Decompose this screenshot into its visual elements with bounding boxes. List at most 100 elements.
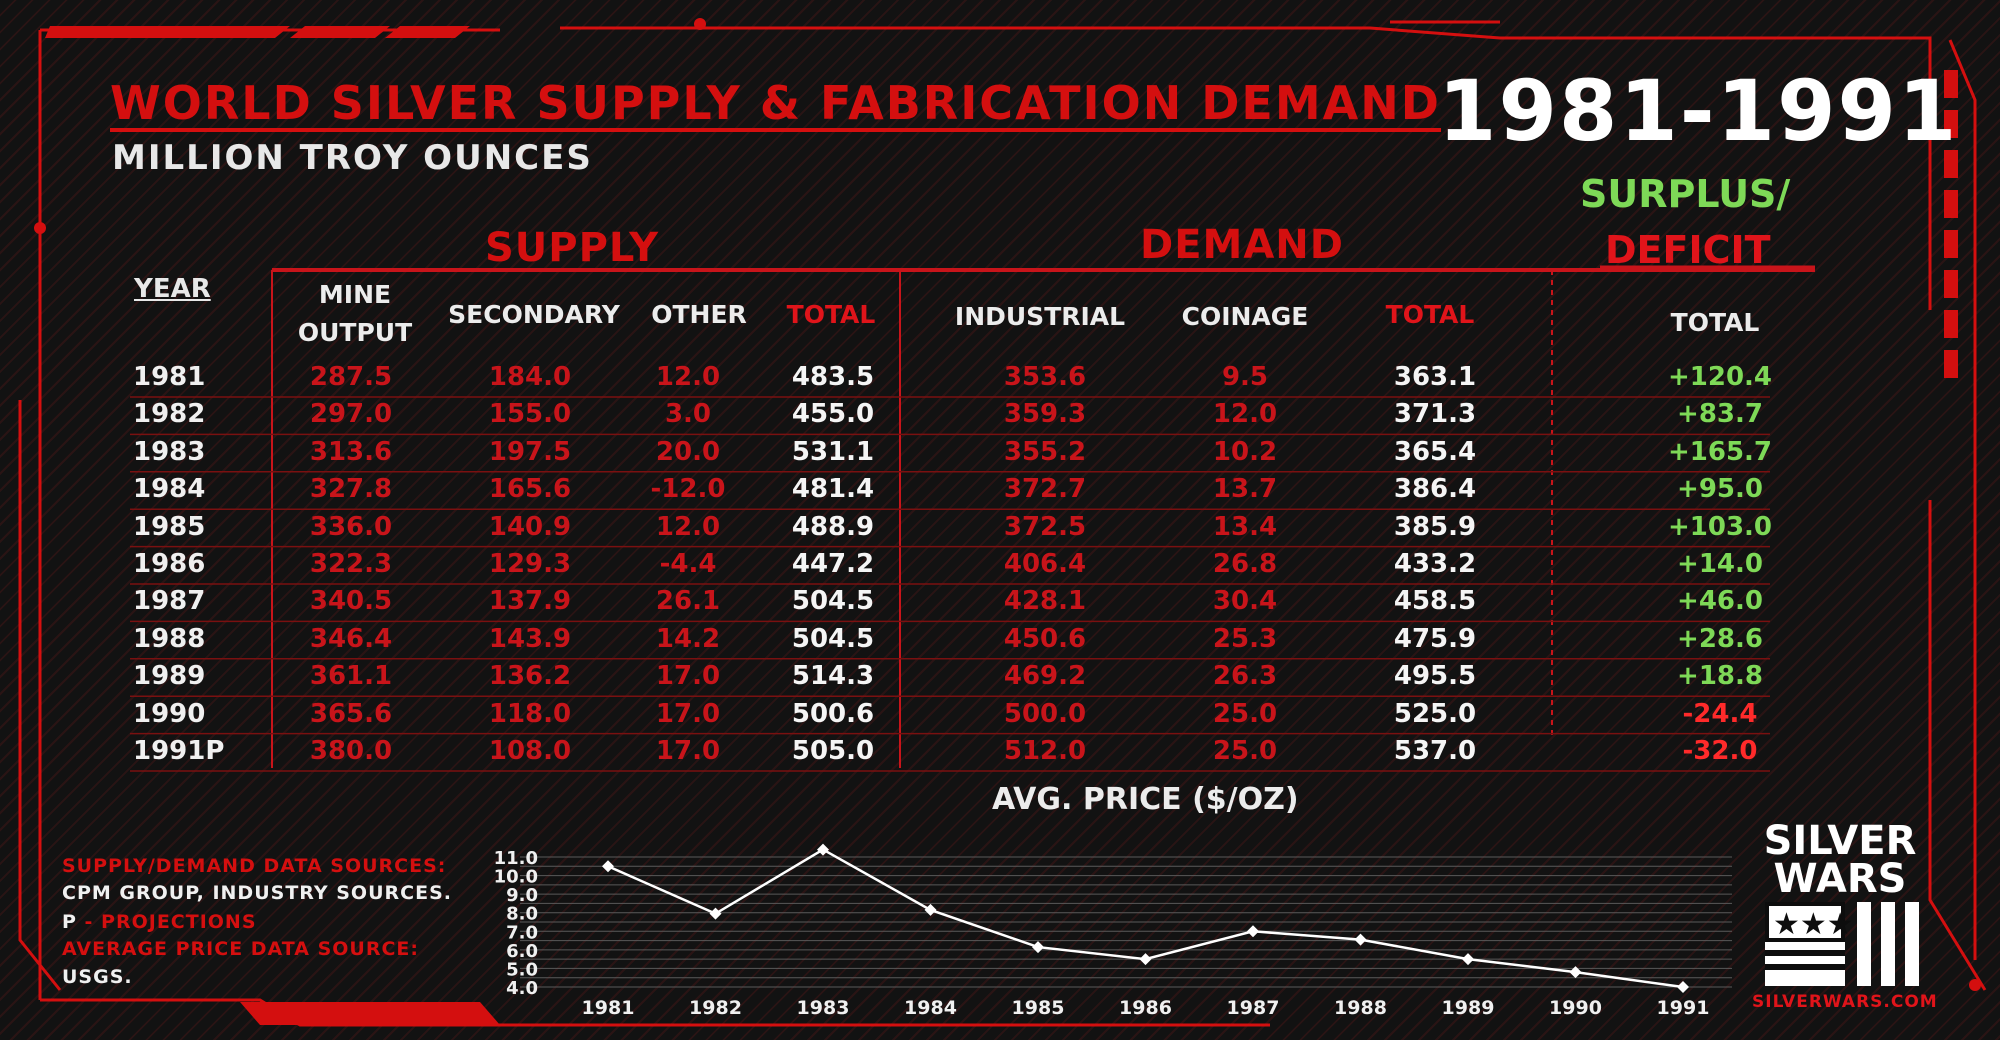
cell-industrial: 359.3 [1003, 399, 1087, 430]
cell-mine: 313.6 [309, 436, 393, 467]
price-point [1569, 966, 1582, 979]
chart-grid [520, 856, 1732, 988]
cell-coinage: 25.3 [1212, 623, 1278, 654]
cell-secondary: 108.0 [488, 736, 572, 766]
y-tick-label: 6.0 [506, 941, 538, 962]
cell-supply-total: 505.0 [791, 736, 875, 766]
x-tick-label: 1987 [1227, 997, 1280, 1019]
cell-coinage: 25.0 [1212, 698, 1278, 729]
cell-demand-total: 525.0 [1393, 698, 1477, 729]
cell-mine: 287.5 [309, 362, 393, 392]
cell-year: 1989 [133, 661, 206, 692]
cell-industrial: 406.4 [1003, 549, 1087, 579]
mine-header-line1: MINE [318, 280, 392, 309]
page-subtitle: MILLION TROY OUNCES [112, 138, 593, 178]
cell-balance: +95.0 [1677, 474, 1763, 505]
mine-header-line2: OUTPUT [297, 318, 413, 347]
cell-demand-total: 433.2 [1393, 549, 1477, 579]
cell-supply-total: 483.5 [791, 362, 875, 392]
cell-other: 17.0 [655, 736, 721, 766]
logo-line2: WARS [1773, 856, 1907, 902]
cell-industrial: 428.1 [1003, 586, 1087, 617]
cell-balance: +83.7 [1677, 399, 1763, 430]
surplus-label: SURPLUS/ [1580, 172, 1791, 216]
cell-demand-total: 458.5 [1393, 586, 1477, 617]
cell-coinage: 10.2 [1212, 436, 1278, 467]
price-point [1032, 941, 1044, 954]
cell-secondary: 137.9 [488, 586, 572, 617]
cell-balance: -32.0 [1682, 736, 1758, 766]
deficit-label: DEFICIT [1605, 228, 1771, 272]
price-point [1139, 953, 1152, 966]
cell-secondary: 155.0 [488, 399, 572, 430]
cell-year: 1981 [133, 362, 206, 392]
price-point [709, 907, 722, 920]
cell-supply-total: 455.0 [791, 399, 875, 430]
x-tick-label: 1982 [689, 997, 742, 1019]
cell-demand-total: 365.4 [1393, 436, 1477, 467]
y-tick-label: 8.0 [506, 904, 538, 925]
cell-supply-total: 488.9 [791, 511, 875, 542]
cell-secondary: 136.2 [488, 661, 572, 692]
projection-letter: P [62, 911, 77, 933]
cell-supply-total: 504.5 [791, 623, 875, 654]
cell-other: 14.2 [655, 623, 721, 654]
cell-coinage: 30.4 [1212, 586, 1278, 617]
cell-industrial: 372.7 [1003, 474, 1087, 505]
cell-balance: +28.6 [1677, 623, 1763, 654]
y-tick-label: 11.0 [494, 848, 538, 869]
cell-mine: 322.3 [309, 549, 393, 579]
balance-total-column-header: TOTAL [1670, 308, 1760, 337]
price-source-heading: AVERAGE PRICE DATA SOURCE: [62, 938, 420, 960]
cell-demand-total: 495.5 [1393, 661, 1477, 692]
sources-list: CPM GROUP, INDUSTRY SOURCES. [62, 882, 452, 904]
cell-supply-total: 481.4 [791, 474, 875, 505]
year-column-header: YEAR [134, 274, 211, 304]
y-tick-label: 4.0 [506, 978, 538, 999]
cell-supply-total: 514.3 [791, 661, 875, 692]
cell-balance: +103.0 [1667, 511, 1773, 542]
year-range: 1981-1991 [1438, 62, 1959, 160]
cell-year: 1988 [133, 623, 206, 654]
x-tick-label: 1991 [1657, 997, 1710, 1019]
cell-demand-total: 537.0 [1393, 736, 1477, 766]
cell-year: 1982 [133, 399, 206, 430]
cell-supply-total: 447.2 [791, 549, 875, 579]
price-series-line [607, 848, 1684, 989]
cell-secondary: 184.0 [488, 362, 572, 392]
y-tick-label: 7.0 [506, 922, 538, 943]
cell-year: 1985 [133, 511, 206, 542]
cell-coinage: 13.7 [1212, 474, 1278, 505]
supply-total-column-header: TOTAL [786, 300, 876, 329]
cell-coinage: 12.0 [1212, 399, 1278, 430]
cell-other: -4.4 [659, 549, 717, 579]
logo-url: SILVERWARS.COM [1752, 992, 1938, 1012]
price-point [1677, 981, 1689, 993]
price-point [602, 860, 614, 873]
cell-industrial: 469.2 [1003, 661, 1087, 692]
cell-other: 17.0 [655, 661, 721, 692]
cell-coinage: 26.8 [1212, 549, 1278, 579]
cell-year: 1983 [133, 436, 206, 467]
other-column-header: OTHER [651, 300, 747, 329]
x-tick-label: 1984 [904, 997, 957, 1019]
price-point [1462, 953, 1474, 966]
x-tick-label: 1981 [582, 997, 635, 1019]
cell-industrial: 372.5 [1003, 511, 1087, 542]
cell-secondary: 129.3 [488, 549, 572, 579]
cell-other: 26.1 [655, 586, 721, 617]
x-tick-label: 1988 [1334, 997, 1387, 1019]
cell-balance: +18.8 [1677, 661, 1763, 692]
cell-secondary: 197.5 [488, 436, 572, 467]
cell-balance: +46.0 [1677, 586, 1763, 617]
cell-other: 20.0 [655, 436, 721, 467]
cell-mine: 297.0 [309, 399, 393, 430]
cell-balance: -24.4 [1682, 698, 1758, 729]
cell-mine: 340.5 [309, 586, 393, 617]
cell-year: 1990 [133, 698, 206, 729]
cell-mine: 327.8 [309, 474, 393, 505]
cell-secondary: 165.6 [488, 474, 572, 505]
cell-year: 1991P [133, 736, 225, 766]
